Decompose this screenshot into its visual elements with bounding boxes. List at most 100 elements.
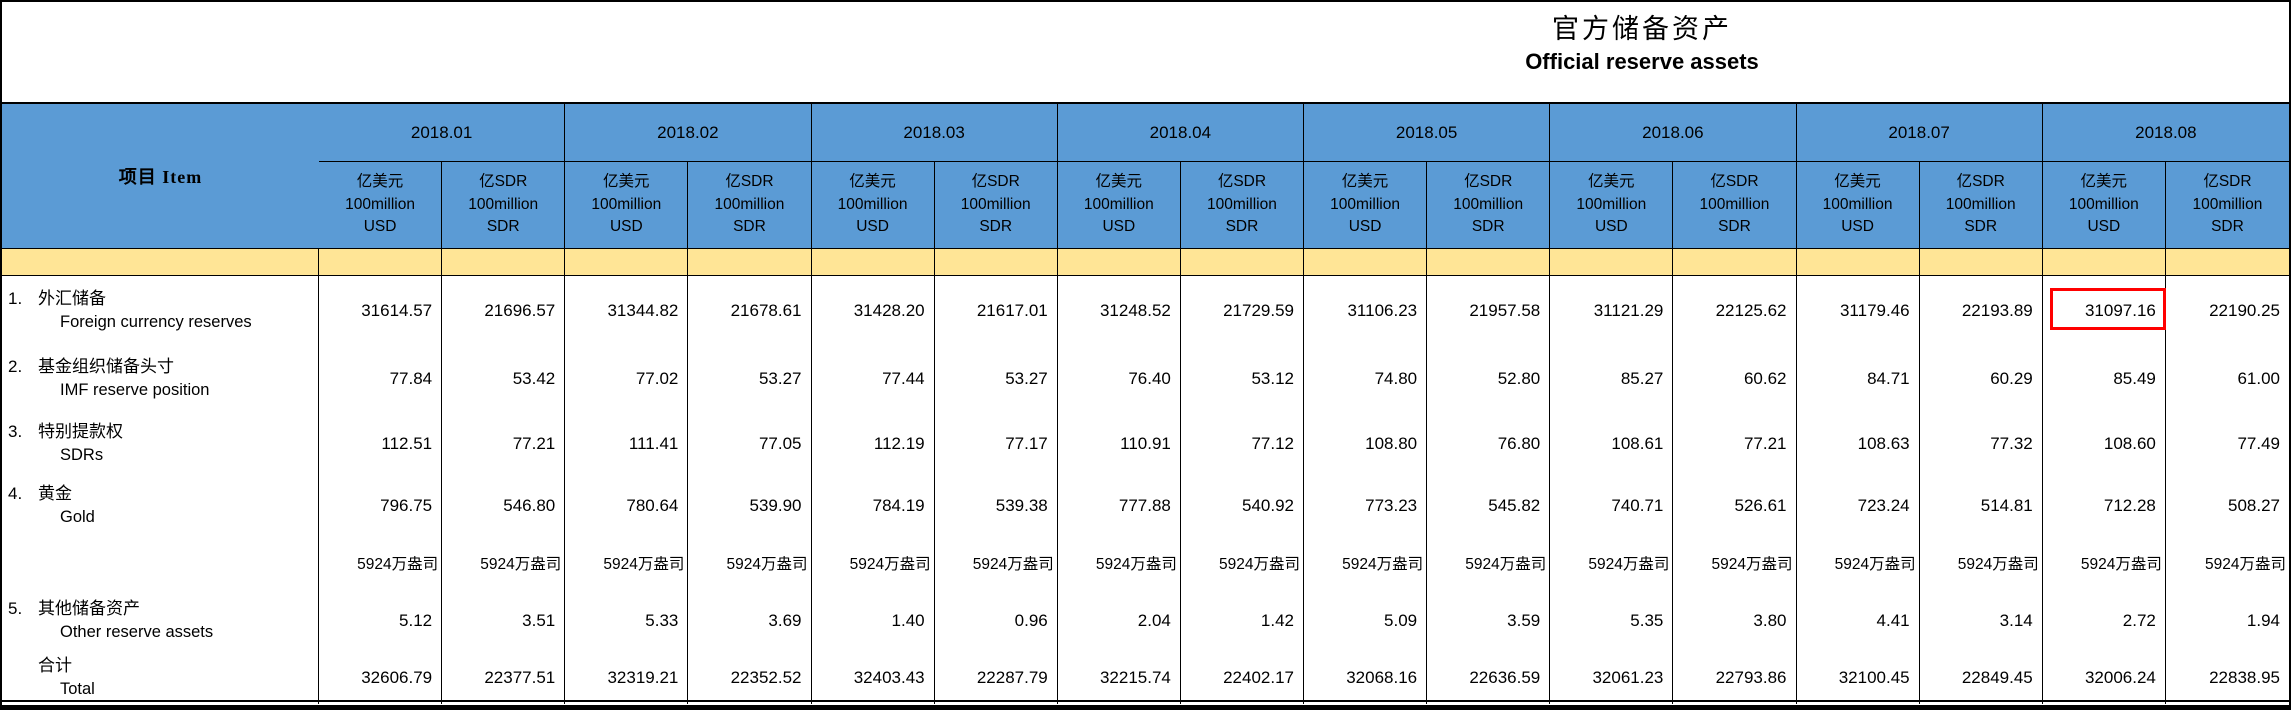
value-cell: 773.23 <box>1304 476 1428 536</box>
row-label-chinese: 4. 黄金 <box>8 483 318 506</box>
stripe-row-cell <box>1919 249 2043 276</box>
unit-header-line: SDR <box>1964 218 1998 236</box>
unit-header-usd: 亿美元 100million USD <box>1057 162 1181 249</box>
value-cell: 780.64 <box>565 476 689 536</box>
value-cell: 77.05 <box>688 412 812 476</box>
value-cell: 5.09 <box>1304 589 1428 652</box>
value-cell: 21617.01 <box>935 276 1058 346</box>
row-number: 4. <box>8 484 23 504</box>
value-cell: 22352.52 <box>688 652 812 704</box>
value-cell: 22193.89 <box>1920 276 2043 346</box>
value-cell: 112.51 <box>319 412 443 476</box>
value-cell: 60.29 <box>1920 346 2043 412</box>
value-cell: 110.91 <box>1058 412 1181 476</box>
unit-header-usd: 亿美元 100million USD <box>565 162 689 249</box>
unit-header-line: 亿美元 <box>603 173 650 191</box>
value-cell: 53.27 <box>688 346 812 412</box>
unit-header-usd: 亿美元 100million USD <box>1550 162 1674 249</box>
unit-header-line: 亿SDR <box>1710 173 1759 191</box>
row-label-english: Total <box>60 680 95 699</box>
unit-header-line: 亿美元 <box>1095 173 1143 191</box>
value-cell: 22838.95 <box>2209 668 2280 687</box>
unit-header-line: SDR <box>486 218 520 236</box>
stripe-row-cell <box>319 249 443 276</box>
unit-header-line: USD <box>1841 218 1874 236</box>
month-header: 2018.02 <box>565 104 812 162</box>
value-cell: 22849.45 <box>1920 652 2043 704</box>
value-cell: 77.84 <box>319 346 443 412</box>
value-cell: 3.80 <box>1673 589 1797 652</box>
row-label: 5. 其他储备资产 Other reserve assets <box>2 589 319 652</box>
row-label-english: Other reserve assets <box>60 622 214 641</box>
value-cell: 21729.59 <box>1181 276 1304 346</box>
value-cell: 108.63 <box>1797 412 1920 476</box>
unit-header-line: SDR <box>979 218 1013 236</box>
value-cell: 5.33 <box>565 589 689 652</box>
value-cell: 22793.86 <box>1673 652 1797 704</box>
value-cell: 31179.46 <box>1797 276 1920 346</box>
value-cell: 85.49 <box>2043 346 2166 412</box>
value-cell: 108.80 <box>1304 412 1428 476</box>
value-cell: 31248.52 <box>1058 276 1181 346</box>
unit-header-line: 100million <box>1330 195 1400 213</box>
stripe-row-cell <box>1796 249 1920 276</box>
row-label-zh-text: 基金组织储备头寸 <box>38 357 174 377</box>
value-cell: 5924万盎司 <box>812 536 935 589</box>
value-cell: 76.40 <box>1058 346 1181 412</box>
unit-header-line: SDR <box>733 218 766 236</box>
unit-header-line: 100million <box>1699 195 1770 213</box>
value-cell: 5924万盎司 <box>2043 536 2166 589</box>
value-cell: 111.41 <box>565 412 689 476</box>
value-cell: 31106.23 <box>1304 276 1428 346</box>
unit-header-sdr: 亿SDR 100million SDR <box>2165 162 2289 249</box>
row-number <box>8 655 38 678</box>
unit-header-sdr: 亿SDR 100million SDR <box>688 162 812 249</box>
row-label-zh-text: 合计 <box>38 656 72 676</box>
row-label-chinese: 5. 其他储备资产 <box>8 598 318 621</box>
value-cell: 77.21 <box>442 412 566 476</box>
stripe-row-cell <box>2042 249 2166 276</box>
row-label-chinese: 3. 特别提款权 <box>8 421 318 444</box>
unit-header-line: 100million <box>714 195 785 213</box>
value-cell: 3.51 <box>442 589 566 652</box>
value-cell: 0.96 <box>935 589 1058 652</box>
unit-header-line: 亿美元 <box>1834 173 1881 191</box>
value-cell: 31121.29 <box>1550 276 1674 346</box>
table-bottom-border <box>2 705 2289 710</box>
value-cell: 5924万盎司 <box>688 536 812 589</box>
unit-header-line: 亿SDR <box>971 173 1020 191</box>
value-cell: 545.82 <box>1427 476 1551 536</box>
unit-header-line: USD <box>2087 218 2121 236</box>
value-cell: 526.61 <box>1673 476 1797 536</box>
reserve-assets-table: 项目 Item 2018.01 2018.02 2018.03 2018.04 2018… <box>2 102 2289 704</box>
unit-header-line: 亿SDR <box>725 173 774 191</box>
value-cell: 2.04 <box>1058 589 1181 652</box>
value-cell: 2.72 <box>2043 589 2166 652</box>
unit-header-usd: 亿美元 100million USD <box>811 162 935 249</box>
row-label: 1. 外汇储备 Foreign currency reserves <box>2 276 319 346</box>
value-cell: 32403.43 <box>812 652 935 704</box>
value-cell: 74.80 <box>1304 346 1428 412</box>
unit-header-line: 亿SDR <box>2203 173 2252 191</box>
stripe-row-cell <box>688 249 812 276</box>
title-chinese: 官方储备资产 <box>1551 14 1732 44</box>
month-header: 2018.01 <box>319 104 566 162</box>
value-cell: 5924万盎司 <box>1920 536 2043 589</box>
value-cell: 76.80 <box>1427 412 1551 476</box>
unit-header-line: 亿SDR <box>479 173 528 191</box>
value-cell: 546.80 <box>442 476 566 536</box>
unit-header-line: USD <box>363 218 397 236</box>
value-cell: 61.00 <box>2237 369 2280 388</box>
unit-header-line: 100million <box>2192 195 2263 213</box>
value-cell: 60.62 <box>1673 346 1797 412</box>
row-number: 1. <box>8 289 23 309</box>
value-cell: 5924万盎司 <box>1181 536 1304 589</box>
value-cell: 32215.74 <box>1058 652 1181 704</box>
value-cell: 77.44 <box>812 346 935 412</box>
value-cell: 77.32 <box>1920 412 2043 476</box>
unit-header-line: 亿美元 <box>849 173 896 191</box>
value-cell: 712.28 <box>2043 476 2166 536</box>
value-cell: 77.12 <box>1181 412 1304 476</box>
value-cell: 5924万盎司 <box>2205 555 2286 573</box>
unit-header-line: USD <box>1594 218 1628 236</box>
